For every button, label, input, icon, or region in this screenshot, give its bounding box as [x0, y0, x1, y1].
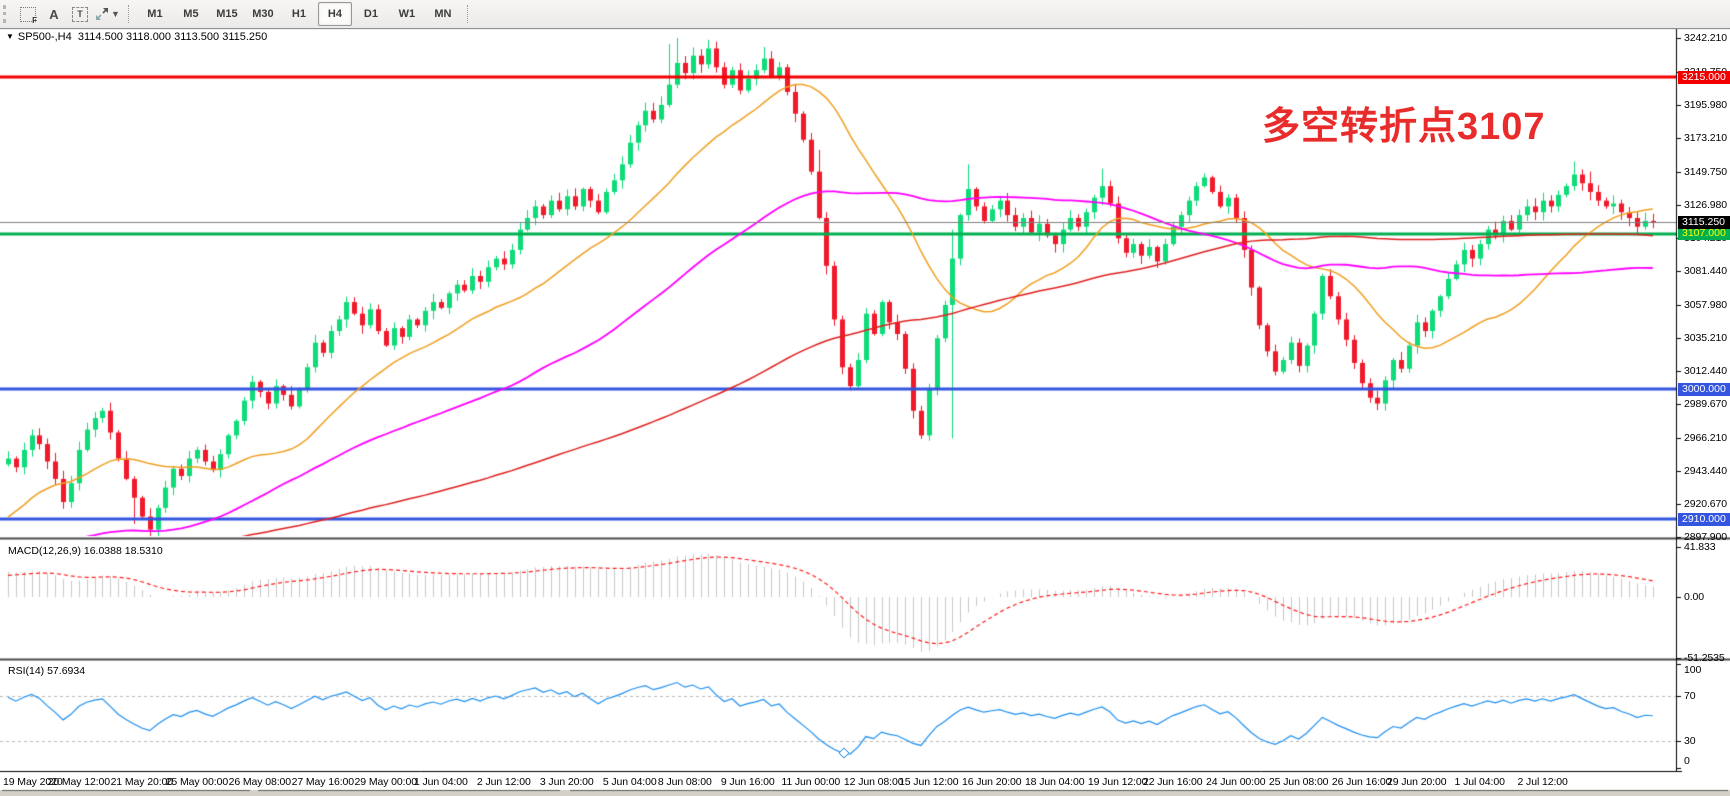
label-tool-button[interactable]: T: [68, 2, 92, 26]
toolbar-grip: [3, 5, 10, 23]
chevron-down-icon: ▼: [111, 9, 120, 19]
arrows-tool-button[interactable]: ▼: [94, 2, 121, 26]
timeframe-button-M30[interactable]: M30: [252, 8, 274, 20]
text-icon: A: [49, 6, 59, 22]
timeframe-button-H4[interactable]: H4: [317, 2, 352, 26]
toolbar-separator-2: [466, 5, 469, 23]
timeframe-button-M1[interactable]: M1: [147, 8, 163, 20]
toolbar-separator: [127, 5, 130, 23]
toolbar: F A T ▼ M1 M5 M15 M30 H1 H4 D1 W1 MN: [0, 0, 1730, 29]
timeframe-button-D1[interactable]: D1: [363, 8, 378, 20]
fibonacci-icon: F: [20, 6, 37, 25]
fibonacci-tool-button[interactable]: F: [16, 2, 40, 26]
timeframe-button-W1[interactable]: W1: [398, 8, 416, 20]
text-tool-button[interactable]: A: [42, 2, 66, 26]
timeframe-button-MN[interactable]: MN: [434, 8, 452, 20]
label-icon: T: [72, 6, 88, 22]
timeframe-button-H1[interactable]: H1: [291, 8, 306, 20]
timeframe-button-M15[interactable]: M15: [216, 8, 238, 20]
timeframe-buttons: M1 M5 M15 M30 H1 H4 D1 W1 MN: [137, 2, 461, 26]
timeframe-button-M5[interactable]: M5: [183, 8, 199, 20]
arrows-icon: [96, 8, 108, 20]
